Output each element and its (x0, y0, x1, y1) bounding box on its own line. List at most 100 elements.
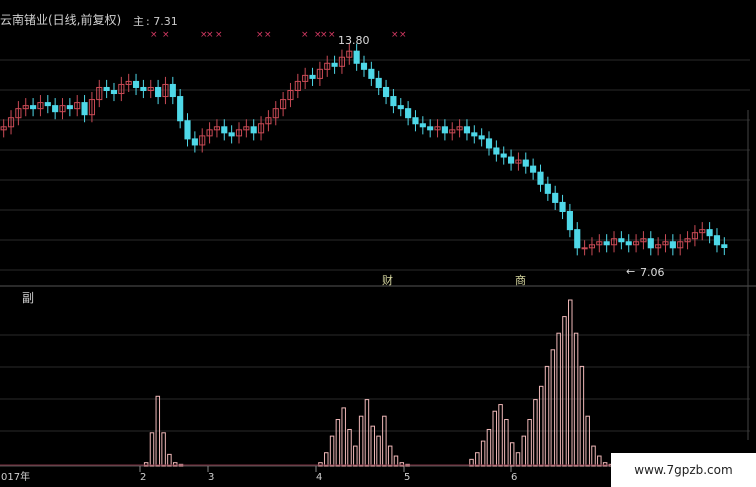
candle-body (507, 156, 515, 164)
candle-body (37, 102, 44, 110)
candle-body (478, 135, 485, 140)
candle-body (302, 74, 309, 82)
candle-body (588, 244, 596, 249)
sub-indicator-bar (335, 419, 341, 467)
main-indicator-value: : 7.31 (146, 15, 178, 28)
candle-body (493, 147, 500, 155)
candle-body (0, 126, 7, 131)
sub-indicator-bar (562, 316, 567, 467)
sub-indicator-bar (550, 349, 556, 467)
sub-indicator-bar (573, 332, 579, 467)
x-axis-label-year: 017年 (1, 472, 31, 483)
candle-body (684, 238, 691, 243)
candle-body (287, 90, 294, 101)
candle-body (691, 232, 698, 240)
candle-body (74, 102, 81, 110)
candle-body (88, 99, 95, 116)
sub-indicator-bar (167, 453, 172, 467)
sub-indicator-bar (172, 462, 178, 467)
candle-body (463, 126, 471, 134)
candle-body (419, 123, 426, 128)
signal-x-marker: × (150, 30, 158, 40)
candle-body (221, 126, 228, 134)
sub-indicator-bar (556, 332, 561, 467)
candle-body (449, 129, 456, 134)
sub-indicator-bar (521, 435, 527, 467)
sub-indicator-bar (568, 299, 573, 467)
x-axis-label-4: 4 (316, 472, 323, 483)
sub-indicator-bar (579, 365, 585, 467)
candle-body (640, 238, 647, 243)
candle-body (441, 126, 448, 134)
sub-indicator-bar (358, 415, 364, 467)
sub-indicator-bar (486, 428, 492, 467)
finance-event-marker[interactable]: 财 (382, 274, 393, 287)
signal-x-marker: × (314, 30, 322, 40)
candle-body (309, 74, 316, 79)
x-axis-label-5: 5 (404, 472, 411, 483)
candle-body (625, 241, 632, 246)
candle-body (52, 105, 59, 113)
signal-x-marker: × (264, 30, 272, 40)
sub-indicator-bar (602, 462, 608, 467)
sub-indicator-bar (585, 415, 590, 467)
sub-indicator-bar (376, 435, 381, 467)
candle-body (552, 192, 559, 203)
candle-body (44, 102, 51, 107)
x-axis-label-3: 3 (208, 472, 215, 483)
candle-body (81, 102, 88, 116)
sub-indicator-bar (544, 365, 550, 467)
sub-indicator-bar (370, 425, 375, 467)
candle-body (537, 171, 544, 185)
sub-indicator-bar (597, 455, 602, 467)
x-axis-label-6: 6 (511, 472, 518, 483)
candle-body (22, 105, 29, 110)
candle-body (110, 90, 118, 95)
signal-x-marker: × (399, 30, 407, 40)
candle-body (331, 62, 338, 67)
candle-body (618, 238, 625, 243)
sub-indicator-bar (324, 452, 329, 467)
merchant-event-marker[interactable]: 商 (515, 274, 526, 287)
candle-body (610, 238, 618, 246)
sub-indicator-bar (509, 442, 515, 467)
candle-body (103, 86, 110, 91)
sub-indicator-bar (399, 462, 405, 467)
sub-panel-label: 副 (22, 291, 35, 305)
candle-body (272, 108, 279, 119)
sub-indicator-bar (143, 462, 149, 467)
sub-indicator-bar (538, 385, 544, 467)
sub-indicator-bar (492, 410, 497, 467)
sub-indicator-bar (353, 445, 358, 467)
candle-body (559, 201, 566, 213)
sub-indicator-bar (155, 395, 161, 467)
sub-indicator-bar (504, 419, 509, 467)
candle-body (206, 129, 213, 137)
candle-body (397, 105, 404, 110)
sub-indicator-bar (393, 455, 399, 467)
candle-body (59, 105, 66, 113)
candle-body (456, 126, 463, 131)
signal-x-marker: × (206, 30, 214, 40)
candle-body (382, 86, 390, 98)
candle-body (169, 83, 176, 98)
candle-body (699, 229, 706, 234)
candle-body (669, 241, 676, 249)
candle-body (346, 50, 353, 58)
sub-indicator-bar (341, 407, 346, 467)
candle-body (140, 86, 147, 91)
sub-indicator-bar (469, 458, 474, 467)
signal-x-marker: × (162, 30, 170, 40)
sub-indicator-bar (318, 462, 323, 467)
sub-indicator-bar (591, 445, 596, 467)
signal-x-marker: × (320, 30, 328, 40)
sub-indicator-bar (533, 399, 538, 467)
candle-body (360, 62, 368, 70)
candle-body (243, 126, 250, 131)
candle-body (713, 235, 721, 246)
candle-body (603, 241, 610, 246)
price-low-annotation: 7.06 (640, 266, 665, 279)
candle-body (427, 126, 434, 131)
sub-indicator-bar (364, 399, 370, 467)
